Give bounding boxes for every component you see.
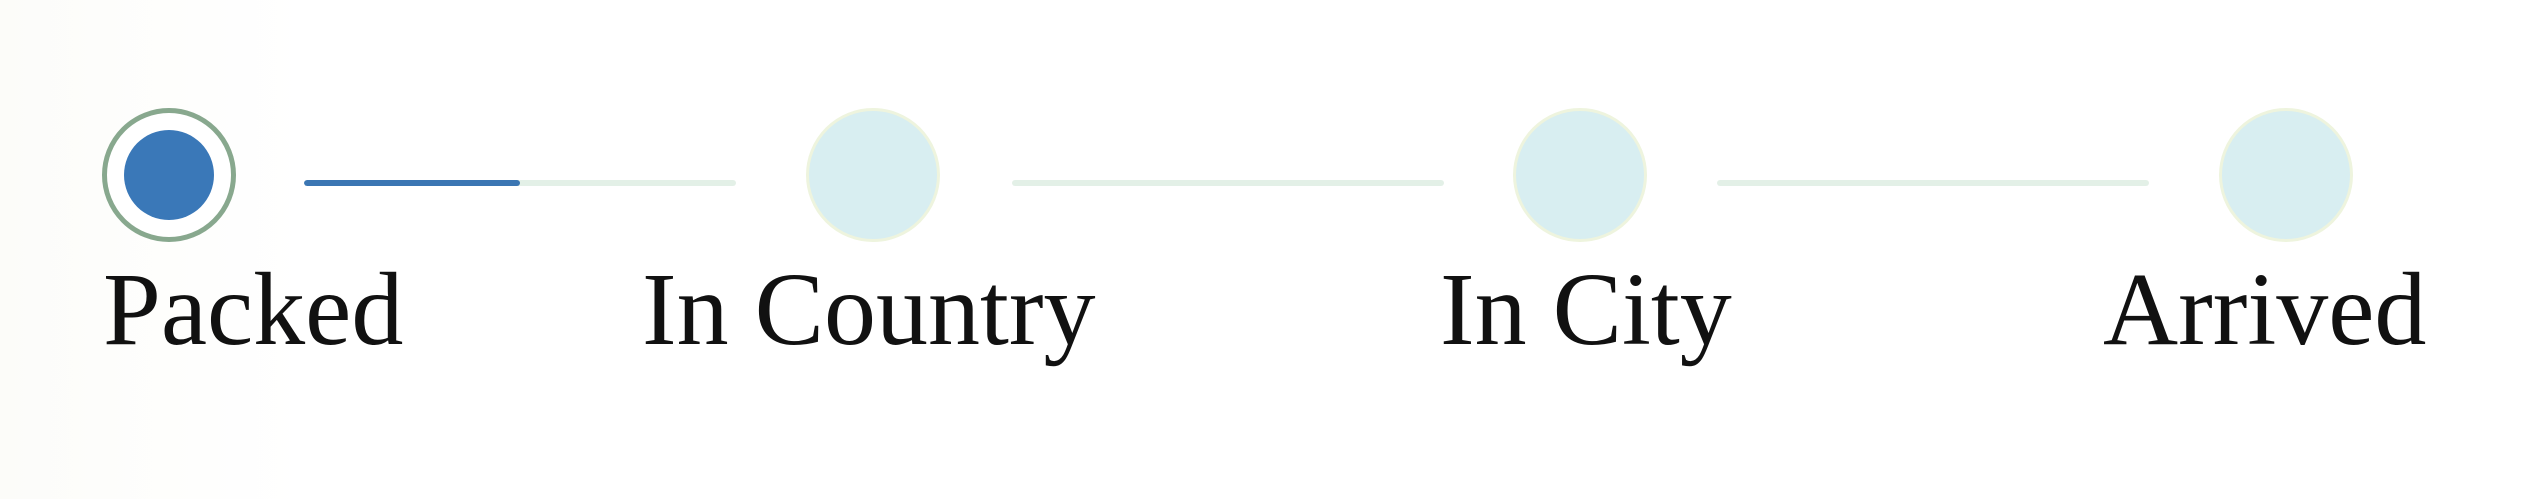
step-label-arrived: Arrived	[2103, 252, 2427, 367]
connector-packed-to-in-country	[304, 180, 736, 186]
connector-in-city-to-arrived	[1717, 180, 2149, 186]
connector-progress-fill	[304, 180, 520, 186]
step-marker-arrived[interactable]	[2219, 108, 2353, 242]
step-label-in-country: In Country	[642, 252, 1096, 367]
step-label-packed: Packed	[103, 252, 404, 367]
step-marker-in-country[interactable]	[806, 108, 940, 242]
step-label-in-city: In City	[1440, 252, 1732, 367]
step-marker-in-city[interactable]	[1513, 108, 1647, 242]
current-step-dot	[124, 130, 214, 220]
connector-in-country-to-in-city	[1012, 180, 1444, 186]
step-marker-packed[interactable]	[102, 108, 236, 242]
